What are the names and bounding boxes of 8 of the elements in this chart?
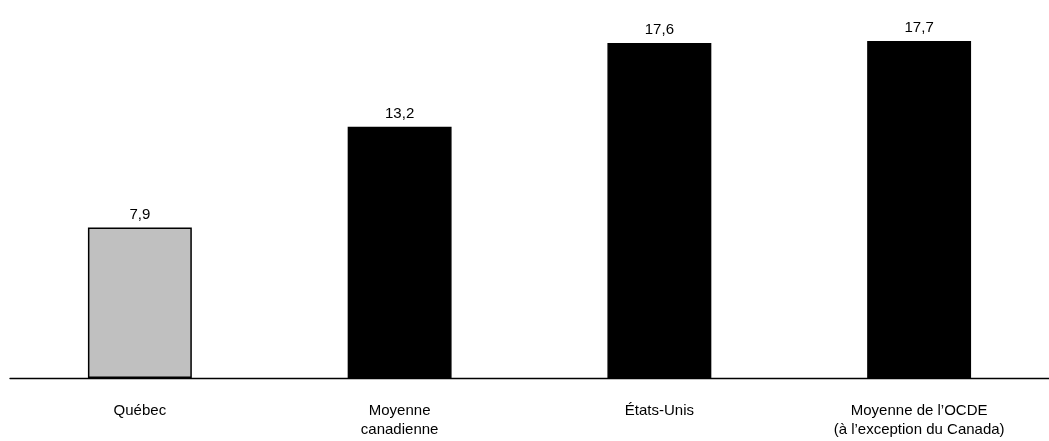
data-label: 7,9 (129, 204, 151, 222)
x-tick-label: Moyenne de l’OCDE (à l’exception du Canada) (833, 401, 1005, 437)
data-label: 17,6 (644, 19, 674, 37)
data-label: 13,2 (385, 103, 415, 121)
x-tick-label: Moyenne canadienne (360, 401, 439, 437)
x-tick-label: États-Unis (624, 401, 694, 418)
data-label: 17,7 (904, 18, 934, 35)
x-tick-label: Québec (113, 401, 167, 418)
